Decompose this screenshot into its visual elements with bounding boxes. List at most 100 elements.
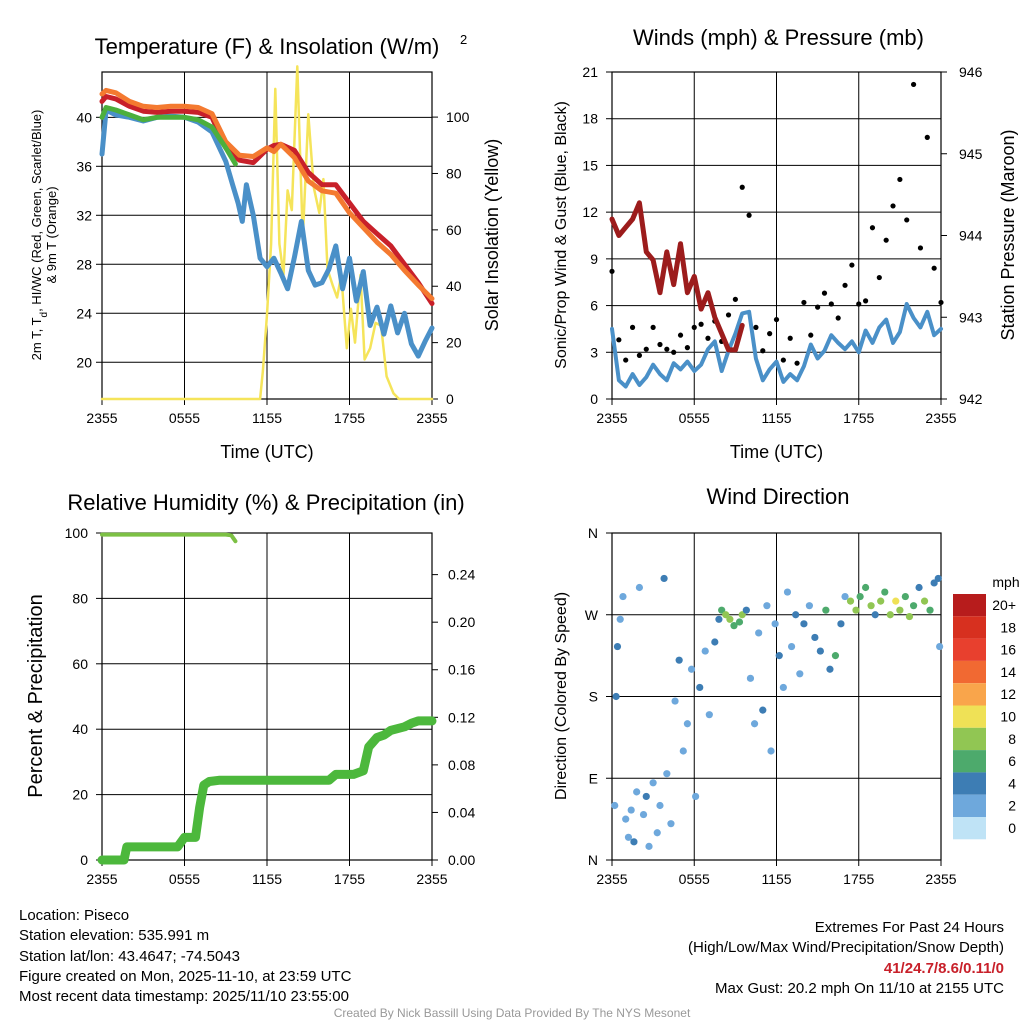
y-tick-label: 0 bbox=[80, 852, 88, 868]
colorbar-tick-label: 16 bbox=[1000, 642, 1016, 658]
direction-point bbox=[915, 583, 923, 592]
gust-point bbox=[643, 346, 649, 352]
direction-point bbox=[616, 615, 624, 623]
chart-title: Temperature (F) & Insolation (W/m) bbox=[95, 34, 440, 59]
direction-point bbox=[627, 806, 635, 814]
colorbar-tick-label: 14 bbox=[1000, 664, 1016, 680]
x-tick-label: 1155 bbox=[761, 871, 791, 887]
colorbar-tick-label: 12 bbox=[1000, 686, 1016, 702]
direction-point bbox=[701, 647, 709, 655]
gust-point bbox=[650, 324, 656, 330]
y-tick-label: 0 bbox=[590, 391, 598, 407]
colorbar-tick-label: 8 bbox=[1008, 731, 1016, 747]
gust-point bbox=[705, 335, 711, 341]
direction-point bbox=[730, 622, 738, 630]
x-tick-label: 1155 bbox=[761, 410, 791, 426]
direction-point bbox=[779, 683, 787, 692]
gust-point bbox=[808, 332, 814, 338]
direction-point bbox=[687, 665, 696, 673]
direction-point bbox=[633, 788, 641, 796]
y-axis-label-line2: & 9m T (Orange) bbox=[44, 186, 59, 283]
direction-point bbox=[800, 620, 808, 628]
direction-point bbox=[775, 652, 783, 660]
colorbar-swatch bbox=[953, 638, 986, 661]
direction-point bbox=[846, 597, 855, 605]
x-tick-label: 0555 bbox=[169, 871, 200, 887]
direction-point bbox=[787, 642, 796, 651]
gust-point bbox=[760, 348, 766, 354]
x-tick-label: 2355 bbox=[925, 871, 956, 887]
direction-point bbox=[653, 829, 661, 837]
y-tick-label: 40 bbox=[76, 109, 92, 125]
y-tick-label: 40 bbox=[72, 721, 88, 737]
temperature-panel: 2355 0555 1155 1755 2355 20 24 28 32 36 40 0 20 40 60 8… bbox=[29, 32, 502, 462]
direction-point bbox=[892, 597, 900, 605]
gust-point bbox=[890, 203, 896, 209]
y2-tick-label: 0 bbox=[446, 391, 454, 407]
chart-title: Wind Direction bbox=[706, 484, 849, 509]
colorbar-swatch bbox=[953, 727, 986, 751]
direction-point bbox=[645, 842, 653, 850]
gust-point bbox=[698, 321, 704, 327]
x-tick-label: 2355 bbox=[86, 871, 117, 887]
gust-point bbox=[636, 352, 643, 358]
gust-point bbox=[842, 282, 848, 288]
x-tick-label: 1155 bbox=[252, 871, 282, 887]
gust-point bbox=[821, 290, 828, 296]
x-tick-label: 2355 bbox=[925, 410, 956, 426]
gust-point bbox=[931, 265, 937, 271]
direction-point bbox=[613, 642, 622, 651]
colorbar-swatch bbox=[953, 750, 986, 773]
y2-tick-label: 100 bbox=[446, 109, 470, 125]
x-tick-label: 0555 bbox=[679, 871, 710, 887]
colorbar-tick-label: 2 bbox=[1008, 798, 1016, 814]
direction-point bbox=[767, 747, 775, 755]
y2-tick-label: 0.08 bbox=[448, 757, 475, 773]
gust-point bbox=[691, 324, 697, 330]
y-tick-label: 20 bbox=[76, 354, 92, 370]
direction-point bbox=[901, 592, 909, 601]
y-tick-label: 21 bbox=[582, 64, 598, 80]
gust-point bbox=[629, 324, 636, 330]
direction-point bbox=[639, 810, 648, 819]
series-9m-t bbox=[99, 87, 435, 302]
gust-point bbox=[677, 332, 684, 338]
direction-point bbox=[649, 779, 657, 787]
direction-point bbox=[926, 606, 934, 614]
direction-point bbox=[871, 611, 879, 619]
x-tick-label: 0555 bbox=[679, 410, 710, 426]
direction-point bbox=[896, 606, 904, 614]
y-axis-label-line1: 2m T, Td, HI/WC (Red, Green, Scarlet/Blu… bbox=[29, 110, 50, 361]
y-tick-label: 12 bbox=[582, 204, 598, 220]
direction-point bbox=[642, 792, 650, 801]
colorbar-swatch bbox=[953, 594, 986, 617]
x-tick-label: 2355 bbox=[596, 410, 627, 426]
y-tick-label: 3 bbox=[590, 344, 598, 360]
y-tick-label: S bbox=[589, 689, 598, 705]
series-precip bbox=[97, 716, 437, 865]
location-text: Location: Piseco bbox=[19, 907, 130, 924]
gust-point bbox=[753, 324, 759, 330]
recent-text: Most recent data timestamp: 2025/11/10 2… bbox=[19, 988, 349, 1006]
direction-point bbox=[909, 602, 918, 610]
direction-point bbox=[630, 838, 638, 846]
gust-point bbox=[787, 335, 793, 341]
gust-point bbox=[671, 349, 677, 355]
extremes-values: 41/24.7/8.6/0.11/0 bbox=[883, 959, 1004, 977]
y-tick-label: 15 bbox=[582, 157, 598, 173]
direction-point bbox=[735, 618, 744, 626]
direction-point bbox=[624, 833, 633, 841]
direction-point bbox=[783, 588, 792, 596]
direction-point bbox=[635, 583, 644, 592]
series-pressure bbox=[609, 200, 745, 353]
gust-point bbox=[794, 360, 800, 366]
gust-point bbox=[780, 357, 786, 363]
direction-point bbox=[763, 602, 771, 610]
gust-point bbox=[938, 299, 944, 306]
direction-point bbox=[811, 633, 819, 642]
y-axis-label-part: , HI/WC (Red, Green, Scarlet/Blue) bbox=[29, 110, 44, 312]
y2-axis-label: Solar Insolation (Yellow) bbox=[482, 139, 502, 331]
y2-tick-label: 944 bbox=[959, 228, 983, 244]
gust-point bbox=[664, 346, 670, 352]
gust-point bbox=[904, 217, 910, 223]
